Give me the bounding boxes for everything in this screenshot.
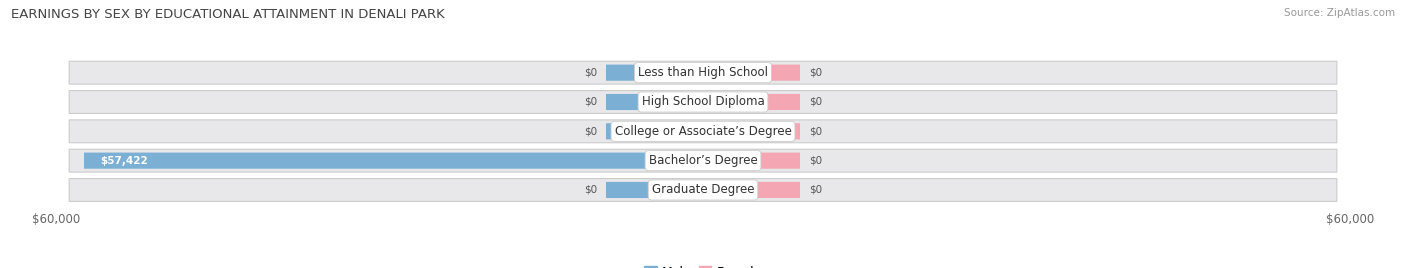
Text: $0: $0 xyxy=(585,97,598,107)
Text: Graduate Degree: Graduate Degree xyxy=(652,184,754,196)
FancyBboxPatch shape xyxy=(606,182,703,198)
Text: $0: $0 xyxy=(808,185,821,195)
Text: $0: $0 xyxy=(585,68,598,78)
FancyBboxPatch shape xyxy=(69,91,1337,113)
Text: Bachelor’s Degree: Bachelor’s Degree xyxy=(648,154,758,167)
FancyBboxPatch shape xyxy=(703,65,800,81)
FancyBboxPatch shape xyxy=(69,149,1337,172)
FancyBboxPatch shape xyxy=(69,61,1337,84)
FancyBboxPatch shape xyxy=(703,123,800,139)
FancyBboxPatch shape xyxy=(703,94,800,110)
Text: College or Associate’s Degree: College or Associate’s Degree xyxy=(614,125,792,138)
Text: $0: $0 xyxy=(808,68,821,78)
FancyBboxPatch shape xyxy=(606,65,703,81)
FancyBboxPatch shape xyxy=(703,182,800,198)
Text: Source: ZipAtlas.com: Source: ZipAtlas.com xyxy=(1284,8,1395,18)
Text: $0: $0 xyxy=(808,126,821,136)
Text: EARNINGS BY SEX BY EDUCATIONAL ATTAINMENT IN DENALI PARK: EARNINGS BY SEX BY EDUCATIONAL ATTAINMEN… xyxy=(11,8,444,21)
FancyBboxPatch shape xyxy=(69,178,1337,202)
FancyBboxPatch shape xyxy=(69,120,1337,143)
FancyBboxPatch shape xyxy=(606,94,703,110)
Text: $0: $0 xyxy=(808,97,821,107)
Text: $0: $0 xyxy=(585,185,598,195)
FancyBboxPatch shape xyxy=(84,152,703,169)
Legend: Male, Female: Male, Female xyxy=(640,260,766,268)
FancyBboxPatch shape xyxy=(606,123,703,139)
Text: $0: $0 xyxy=(585,126,598,136)
FancyBboxPatch shape xyxy=(703,152,800,169)
Text: $57,422: $57,422 xyxy=(100,156,148,166)
Text: $0: $0 xyxy=(808,156,821,166)
Text: Less than High School: Less than High School xyxy=(638,66,768,79)
Text: High School Diploma: High School Diploma xyxy=(641,95,765,109)
